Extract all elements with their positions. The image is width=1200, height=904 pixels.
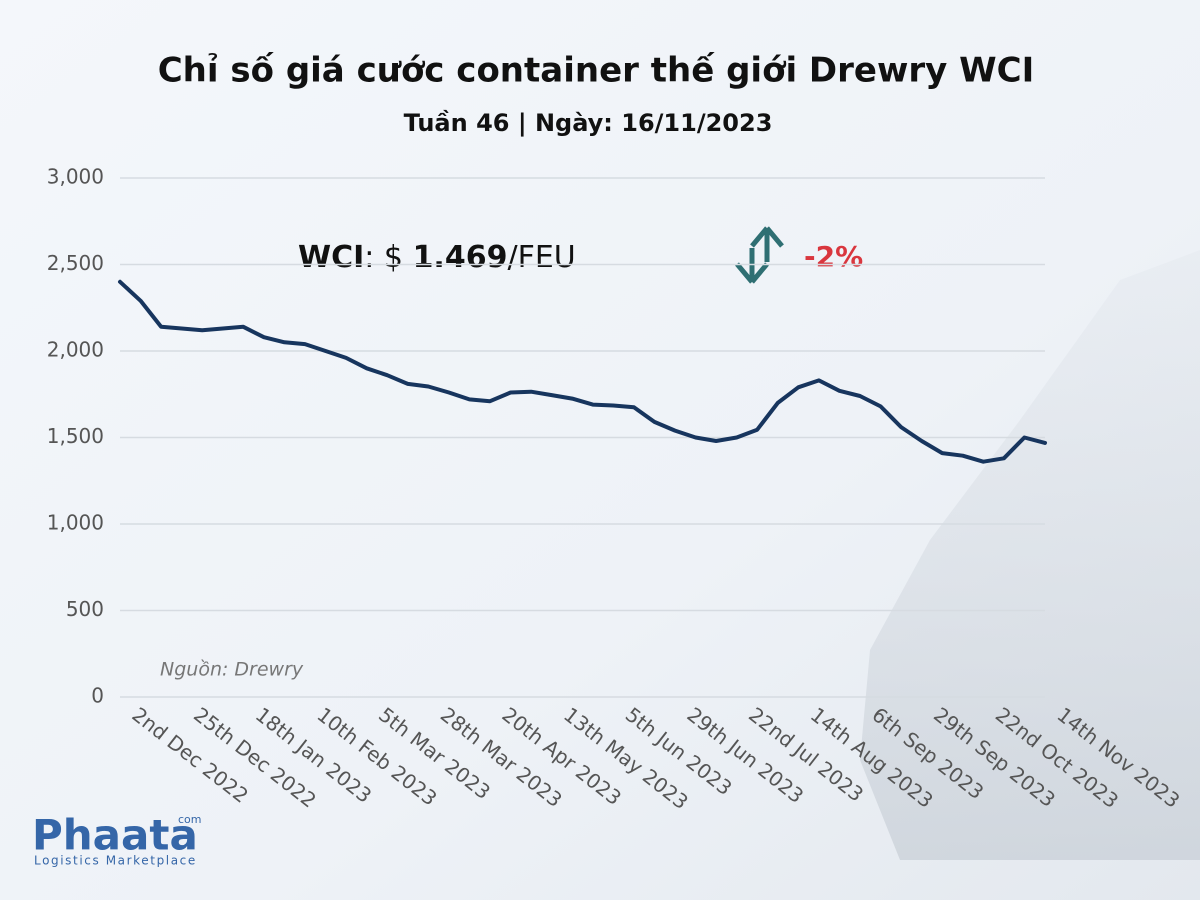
grid <box>120 177 1045 698</box>
headline-unit: /FEU <box>507 240 575 275</box>
logo-name: Phaata <box>32 811 198 860</box>
logo-tagline: Logistics Marketplace <box>34 854 197 868</box>
headline-value: 1.469 <box>413 240 508 275</box>
line <box>118 279 1047 464</box>
headline-label: WCI <box>298 240 364 275</box>
change-value: -2% <box>804 240 863 273</box>
y-tick-label: 500 <box>66 597 104 621</box>
change-icon <box>735 226 784 284</box>
headline-separator: : $ <box>364 240 403 275</box>
y-tick-label: 1,000 <box>47 511 104 535</box>
ship-image <box>860 250 1200 860</box>
y-tick-label: 2,000 <box>47 338 104 362</box>
source: Nguồn: Drewry <box>160 659 304 681</box>
logo-suffix: com <box>178 813 202 826</box>
chart-subtitle: Tuần 46 | Ngày: 16/11/2023 <box>404 109 773 137</box>
chart-title: Chỉ số giá cước container thế giới Drewr… <box>158 51 1035 91</box>
y-tick-label: 0 <box>91 684 104 708</box>
y-tick-label: 1,500 <box>47 424 104 448</box>
headline: WCI: $ 1.469/FEU <box>298 240 576 275</box>
y-tick-label: 2,500 <box>47 251 104 275</box>
y-tick-label: 3,000 <box>47 165 104 189</box>
